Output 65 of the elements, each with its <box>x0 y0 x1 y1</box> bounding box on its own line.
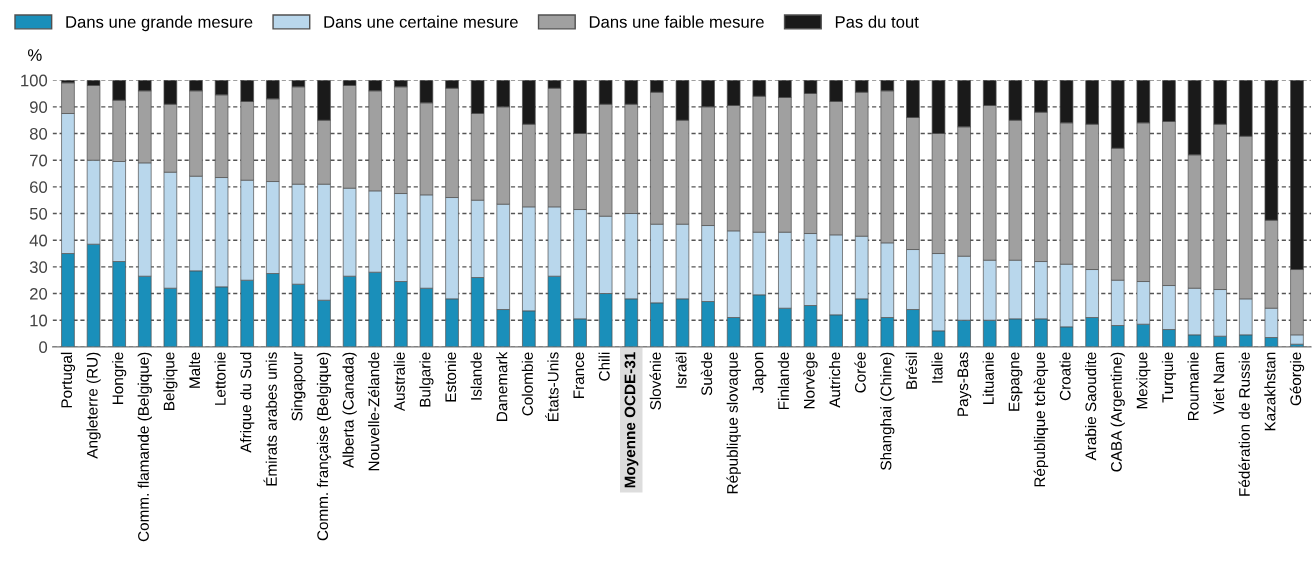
x-tick-label: Hongrie <box>112 352 127 404</box>
y-axis-title: % <box>28 49 42 61</box>
y-tick-label: 0 <box>39 341 48 354</box>
x-tick-label: France <box>573 352 585 399</box>
y-tick-label: 20 <box>30 287 48 300</box>
x-tick-label: Moyenne OCDE-31 <box>624 352 639 488</box>
x-tick-label: Singapour <box>291 351 306 421</box>
x-tick-label: Japon <box>752 352 767 394</box>
x-tick-label: Géorgie <box>1289 352 1305 406</box>
y-tick-label: 60 <box>30 181 48 194</box>
legend-label: Pas du tout <box>835 15 919 28</box>
x-tick-label: États-Unis <box>545 352 559 421</box>
x-tick-label: Lettonie <box>214 352 226 405</box>
x-tick-label: Arabie Saoudite <box>1085 352 1097 461</box>
x-tick-label: Norvège <box>803 352 818 409</box>
x-tick-label: République slovaque <box>726 352 741 494</box>
y-tick-label: 40 <box>29 234 48 247</box>
x-tick-label: République tchèque <box>1033 352 1049 487</box>
x-tick-label: Chili <box>598 352 610 381</box>
legend-label: Dans une faible mesure <box>589 15 764 28</box>
x-tick-label: Israël <box>675 352 687 388</box>
x-tick-label: Fédération de Russie <box>1238 352 1250 496</box>
x-tick-label: Malte <box>188 352 201 388</box>
x-tick-label: Croatie <box>1059 352 1071 401</box>
x-tick-label: Kazakhstan <box>1264 352 1276 431</box>
x-tick-label: Afrique du Sud <box>240 352 255 453</box>
x-tick-label: Portugal <box>60 352 76 408</box>
x-tick-label: Bulgarie <box>419 352 434 407</box>
x-tick-label: Viet Nam <box>1213 352 1225 415</box>
x-tick-label: Belgique <box>163 352 178 410</box>
x-tick-label: Espagne <box>1008 352 1023 411</box>
x-tick-label: Suède <box>700 352 713 396</box>
y-tick-label: 100 <box>21 74 48 87</box>
x-tick-label: Danemark <box>496 351 508 421</box>
legend-label: Dans une certaine mesure <box>324 15 518 28</box>
y-tick-label: 30 <box>29 261 48 274</box>
x-tick-label: Lituanie <box>982 352 994 404</box>
x-tick-label: Estonie <box>444 352 457 402</box>
x-tick-label: Turquie <box>1161 352 1177 403</box>
x-tick-label: Pays-Bas <box>957 352 972 416</box>
y-tick-label: 50 <box>29 207 48 220</box>
x-tick-label: Brésil <box>905 352 918 389</box>
y-tick-label: 80 <box>29 127 48 140</box>
x-tick-label: Alberta (Canada) <box>342 352 357 469</box>
x-tick-label: Australie <box>393 352 405 412</box>
x-tick-label: Italie <box>931 352 943 383</box>
x-tick-label: Corée <box>854 352 866 393</box>
x-tick-label: Islande <box>470 352 482 400</box>
legend-label: Dans une grande mesure <box>66 15 253 32</box>
x-tick-label: Comm. française (Belgique) <box>316 352 332 541</box>
y-tick-label: 70 <box>30 154 48 167</box>
x-tick-label: Finlande <box>777 352 789 410</box>
x-tick-label: Autriche <box>828 352 841 408</box>
x-tick-label: Mexique <box>1136 352 1151 409</box>
x-tick-label: Angleterre (RU) <box>86 352 101 459</box>
x-tick-label: Slovénie <box>649 352 661 410</box>
y-tick-label: 10 <box>30 314 48 327</box>
x-tick-label: Colombie <box>521 352 533 416</box>
x-tick-label: Émirats arabes unis <box>263 352 277 486</box>
x-tick-label: Nouvelle-Zélande <box>367 352 380 471</box>
x-tick-label: Shanghai (Chine) <box>880 352 895 470</box>
x-tick-label: CABA (Argentine) <box>1110 352 1125 472</box>
x-tick-label: Roumanie <box>1187 352 1199 421</box>
y-tick-label: 90 <box>29 101 48 114</box>
x-tick-label: Comm. flamande (Belgique) <box>137 352 152 542</box>
